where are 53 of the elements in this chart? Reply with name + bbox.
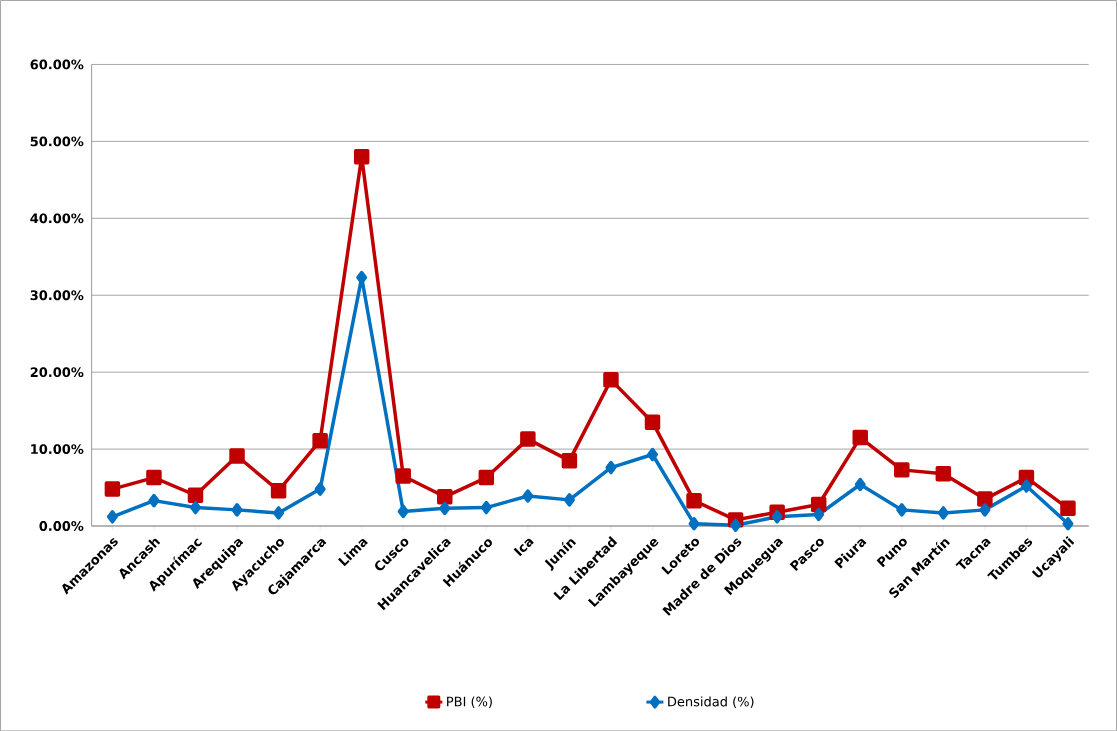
legend-label: PBI (%) [447, 696, 492, 708]
point [478, 469, 495, 486]
point [231, 502, 243, 517]
point [314, 482, 326, 496]
point [813, 507, 825, 522]
point [935, 465, 952, 482]
point [854, 477, 866, 492]
point [730, 518, 742, 532]
point [148, 493, 160, 508]
point [520, 431, 536, 447]
y-tick-label: 0.00% [39, 520, 84, 531]
point [397, 504, 409, 518]
point [1020, 479, 1032, 493]
point [979, 502, 991, 517]
point [273, 506, 285, 520]
y-tick-label: 60.00% [30, 59, 84, 70]
point [439, 501, 451, 515]
point [312, 432, 328, 449]
point [977, 491, 993, 507]
x-tick-label: Ica [513, 538, 534, 557]
point [563, 492, 575, 507]
y-tick-label: 20.00% [30, 367, 84, 377]
point [395, 468, 411, 484]
legend-label: Densidad (%) [668, 696, 754, 708]
point [104, 481, 121, 497]
point [480, 500, 492, 515]
point [852, 429, 868, 446]
point [686, 492, 702, 509]
point [437, 488, 453, 505]
point [187, 487, 204, 503]
point [605, 460, 617, 475]
point [229, 448, 245, 464]
point [561, 452, 578, 469]
point [937, 506, 949, 520]
point [146, 469, 162, 486]
point [644, 414, 661, 430]
point [1062, 516, 1074, 531]
point [270, 482, 287, 499]
y-tick-label: 50.00% [30, 136, 84, 147]
point [688, 516, 700, 531]
point [353, 148, 370, 165]
point [896, 502, 908, 517]
point [106, 509, 118, 524]
y-tick-label: 30.00% [30, 290, 84, 300]
point [603, 371, 619, 388]
point [647, 447, 658, 462]
point [522, 489, 534, 503]
point [894, 461, 910, 478]
point [1060, 500, 1076, 516]
point [190, 500, 201, 515]
y-tick-label: 10.00% [31, 444, 84, 454]
y-tick-label: 40.00% [30, 213, 84, 224]
point [771, 509, 783, 524]
